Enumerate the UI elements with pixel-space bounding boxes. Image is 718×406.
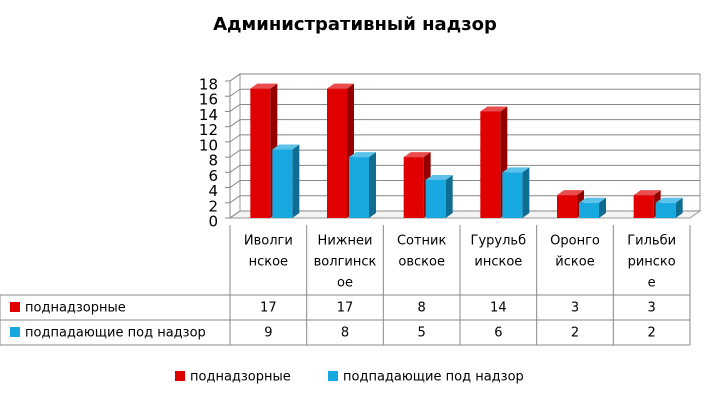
x-tick-label: е <box>648 276 656 291</box>
table-value: 2 <box>648 326 656 341</box>
y-tick-label: 8 <box>208 152 218 170</box>
bar <box>502 172 523 218</box>
table-value: 8 <box>341 326 349 341</box>
legend-label: подпадающие под надзор <box>343 370 524 385</box>
bar <box>579 202 599 218</box>
bar-side <box>445 174 453 218</box>
table-value: 3 <box>571 301 579 316</box>
y-tick-label: 6 <box>208 167 218 185</box>
x-tick-label: Гильби <box>627 234 676 249</box>
bar-top <box>579 197 606 203</box>
grid-line <box>229 180 700 188</box>
y-tick-label: 16 <box>199 91 218 109</box>
y-tick-label: 12 <box>199 121 218 139</box>
x-tick-label: Гурульб <box>471 234 527 249</box>
bar-side <box>599 197 606 218</box>
bar-top <box>480 106 508 112</box>
y-tick-label: 4 <box>208 182 218 200</box>
table-key <box>10 327 20 337</box>
back-wall <box>239 73 701 212</box>
bar <box>425 179 446 218</box>
y-tick-label: 2 <box>208 197 218 215</box>
bar-top <box>502 167 530 173</box>
x-tick-label: инское <box>474 255 522 270</box>
table-value: 6 <box>494 326 502 341</box>
floor <box>228 210 702 219</box>
x-tick-label: ринско <box>628 255 676 270</box>
bar <box>327 88 347 218</box>
bar <box>480 111 501 218</box>
grid-line <box>229 210 700 219</box>
table-series-name: поднадзорные <box>25 301 126 316</box>
grid-line <box>229 119 700 128</box>
bar-side <box>292 144 300 218</box>
table-series-name: подпадающие под надзор <box>25 326 206 341</box>
x-tick-label: волгинск <box>314 255 377 270</box>
bar-side <box>369 152 376 218</box>
bar <box>655 202 676 218</box>
bar-top <box>349 152 376 158</box>
table-value: 2 <box>571 326 579 341</box>
bar <box>557 195 577 218</box>
grid-line <box>229 164 700 173</box>
grid-line <box>229 88 700 97</box>
bar <box>349 157 369 218</box>
bar <box>633 195 654 218</box>
bar-top <box>327 83 354 89</box>
grid-line <box>229 73 700 82</box>
y-tick-label: 14 <box>199 106 218 124</box>
bar <box>272 149 293 218</box>
table-value: 17 <box>337 301 354 316</box>
grid-line <box>229 103 700 112</box>
y-tick-label: 18 <box>199 76 218 94</box>
chart-title: Административный надзор <box>213 14 497 35</box>
bar-top <box>403 152 431 158</box>
table-value: 5 <box>418 326 426 341</box>
bar-top <box>250 83 278 89</box>
bar <box>403 157 424 218</box>
legend-key <box>328 371 338 381</box>
x-tick-label: Иволги <box>244 234 293 249</box>
bar <box>250 88 271 218</box>
grid-line <box>229 134 700 143</box>
table-value: 17 <box>260 301 277 316</box>
x-tick-label: овское <box>398 255 445 270</box>
x-tick-label: йское <box>555 255 594 270</box>
bar-side <box>522 167 530 218</box>
y-tick-label: 10 <box>199 136 218 154</box>
bar-top <box>272 144 300 150</box>
bar-top <box>425 174 453 180</box>
x-tick-label: Сотник <box>397 234 447 249</box>
bar-top <box>655 197 683 203</box>
bar-side <box>675 197 683 218</box>
table-value: 8 <box>418 301 426 316</box>
table-value: 9 <box>264 326 272 341</box>
table-value: 14 <box>490 301 507 316</box>
x-tick-label: Оронго <box>550 234 600 249</box>
y-tick-label: 0 <box>208 213 218 231</box>
bar-top <box>633 190 661 196</box>
x-tick-label: нское <box>249 255 288 270</box>
legend-label: поднадзорные <box>190 370 291 385</box>
legend-key <box>175 371 185 381</box>
grid-line <box>229 149 700 158</box>
grid-line <box>229 195 700 204</box>
table-key <box>10 302 20 312</box>
bar-top <box>557 190 584 196</box>
table-value: 3 <box>648 301 656 316</box>
x-tick-label: ое <box>337 276 353 291</box>
x-tick-label: Нижнеи <box>318 234 373 249</box>
